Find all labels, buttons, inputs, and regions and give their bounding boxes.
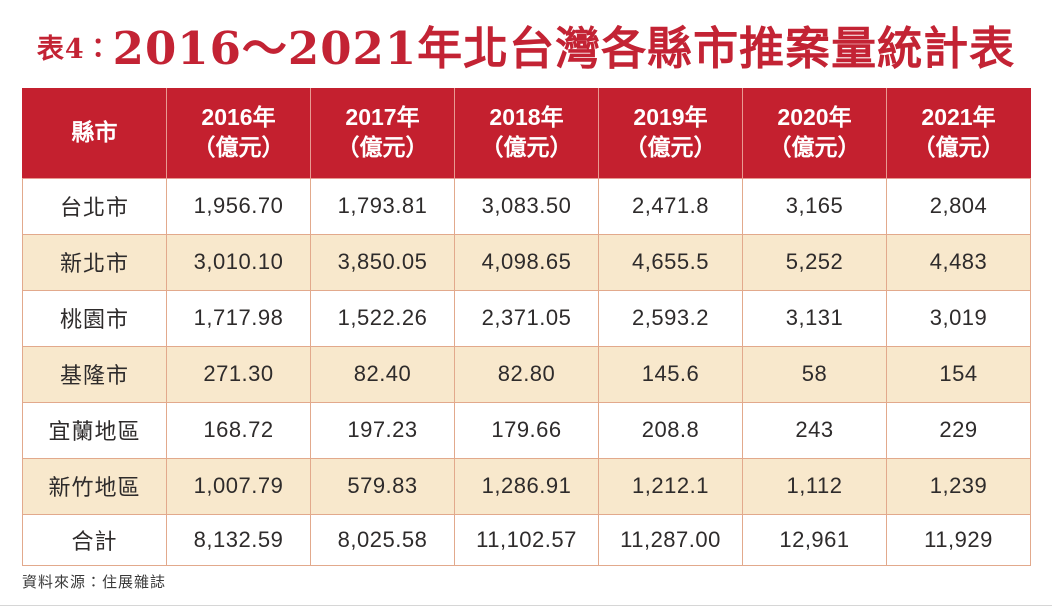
source-note: 資料來源：住展雜誌 bbox=[22, 574, 167, 591]
cell-value: 1,717.98 bbox=[166, 289, 311, 347]
cell-value: 82.40 bbox=[310, 345, 455, 403]
header-2016: 2016年 （億元） bbox=[166, 88, 311, 179]
header-2020: 2020年 （億元） bbox=[742, 88, 887, 179]
header-unit-label: （億元） bbox=[768, 133, 861, 160]
cell-value: 579.83 bbox=[310, 457, 455, 515]
cell-value: 12,961 bbox=[742, 513, 887, 566]
header-year-label: 2019年 bbox=[633, 103, 708, 130]
cell-value: 4,098.65 bbox=[454, 233, 599, 291]
row-label: 台北市 bbox=[22, 177, 167, 235]
cell-value: 11,287.00 bbox=[598, 513, 743, 566]
cell-value: 82.80 bbox=[454, 345, 599, 403]
cell-value: 2,471.8 bbox=[598, 177, 743, 235]
header-row: 縣市 2016年 （億元） 2017年 （億元） 2018年 （億元） 2019… bbox=[22, 88, 1031, 179]
cell-value: 154 bbox=[886, 345, 1031, 403]
cell-value: 145.6 bbox=[598, 345, 743, 403]
cell-value: 1,956.70 bbox=[166, 177, 311, 235]
cell-value: 4,483 bbox=[886, 233, 1031, 291]
cell-value: 58 bbox=[742, 345, 887, 403]
row-label: 合計 bbox=[22, 513, 167, 566]
cell-value: 271.30 bbox=[166, 345, 311, 403]
header-unit-label: （億元） bbox=[480, 133, 573, 160]
header-unit-label: （億元） bbox=[192, 133, 285, 160]
cell-value: 1,212.1 bbox=[598, 457, 743, 515]
cell-value: 168.72 bbox=[166, 401, 311, 459]
cell-value: 1,112 bbox=[742, 457, 887, 515]
header-year-label: 2016年 bbox=[201, 103, 276, 130]
header-2021: 2021年 （億元） bbox=[886, 88, 1031, 179]
cell-value: 2,593.2 bbox=[598, 289, 743, 347]
header-2018: 2018年 （億元） bbox=[454, 88, 599, 179]
header-unit-label: （億元） bbox=[624, 133, 717, 160]
cell-value: 1,286.91 bbox=[454, 457, 599, 515]
cell-value: 1,007.79 bbox=[166, 457, 311, 515]
header-2019: 2019年 （億元） bbox=[598, 88, 743, 179]
cell-value: 1,239 bbox=[886, 457, 1031, 515]
header-unit-label: （億元） bbox=[912, 133, 1005, 160]
table-row-total: 合計 8,132.59 8,025.58 11,102.57 11,287.00… bbox=[22, 513, 1031, 566]
table-row-keelung: 基隆市 271.30 82.40 82.80 145.6 58 154 bbox=[22, 345, 1031, 403]
header-year-label: 2021年 bbox=[921, 103, 996, 130]
cell-value: 3,131 bbox=[742, 289, 887, 347]
cell-value: 5,252 bbox=[742, 233, 887, 291]
header-year-label: 2017年 bbox=[345, 103, 420, 130]
header-2017: 2017年 （億元） bbox=[310, 88, 455, 179]
cell-value: 11,929 bbox=[886, 513, 1031, 566]
header-unit-label: （億元） bbox=[336, 133, 429, 160]
cell-value: 229 bbox=[886, 401, 1031, 459]
cell-value: 179.66 bbox=[454, 401, 599, 459]
cell-value: 2,371.05 bbox=[454, 289, 599, 347]
cell-value: 3,083.50 bbox=[454, 177, 599, 235]
row-label: 桃園市 bbox=[22, 289, 167, 347]
table-row-newtaipei: 新北市 3,010.10 3,850.05 4,098.65 4,655.5 5… bbox=[22, 233, 1031, 291]
cell-value: 4,655.5 bbox=[598, 233, 743, 291]
table-row-taipei: 台北市 1,956.70 1,793.81 3,083.50 2,471.8 3… bbox=[22, 177, 1031, 235]
cell-value: 3,165 bbox=[742, 177, 887, 235]
cell-value: 8,025.58 bbox=[310, 513, 455, 566]
table-row-hsinchu: 新竹地區 1,007.79 579.83 1,286.91 1,212.1 1,… bbox=[22, 457, 1031, 515]
cell-value: 1,793.81 bbox=[310, 177, 455, 235]
row-label: 新北市 bbox=[22, 233, 167, 291]
cell-value: 11,102.57 bbox=[454, 513, 599, 566]
row-label: 新竹地區 bbox=[22, 457, 167, 515]
cell-value: 1,522.26 bbox=[310, 289, 455, 347]
table-row-taoyuan: 桃園市 1,717.98 1,522.26 2,371.05 2,593.2 3… bbox=[22, 289, 1031, 347]
row-label: 基隆市 bbox=[22, 345, 167, 403]
cell-value: 8,132.59 bbox=[166, 513, 311, 566]
page-title: 表4：2016～2021年北台灣各縣市推案量統計表 bbox=[0, 12, 1052, 77]
cell-value: 3,019 bbox=[886, 289, 1031, 347]
stats-table: 縣市 2016年 （億元） 2017年 （億元） 2018年 （億元） 2019… bbox=[22, 88, 1031, 566]
cell-value: 197.23 bbox=[310, 401, 455, 459]
table-number-label: 表4： bbox=[36, 34, 113, 65]
cell-value: 3,850.05 bbox=[310, 233, 455, 291]
title-text: 2016～2021年北台灣各縣市推案量統計表 bbox=[112, 22, 1016, 75]
table-row-yilan: 宜蘭地區 168.72 197.23 179.66 208.8 243 229 bbox=[22, 401, 1031, 459]
row-label: 宜蘭地區 bbox=[22, 401, 167, 459]
cell-value: 2,804 bbox=[886, 177, 1031, 235]
cell-value: 3,010.10 bbox=[166, 233, 311, 291]
cell-value: 208.8 bbox=[598, 401, 743, 459]
header-county: 縣市 bbox=[22, 88, 167, 179]
header-year-label: 2020年 bbox=[777, 103, 852, 130]
cell-value: 243 bbox=[742, 401, 887, 459]
header-year-label: 2018年 bbox=[489, 103, 564, 130]
